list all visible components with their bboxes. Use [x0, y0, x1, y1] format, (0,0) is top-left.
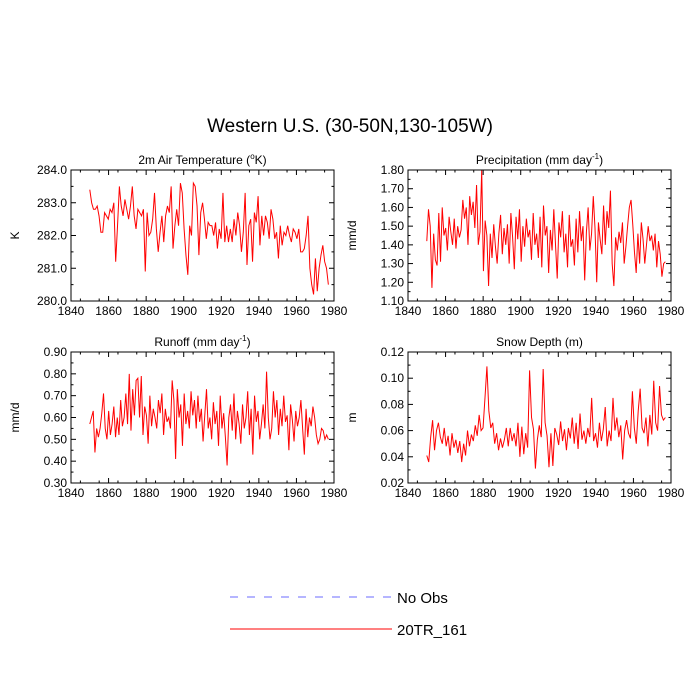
legend-item: 20TR_161	[230, 622, 467, 639]
legend-label: No Obs	[397, 590, 448, 607]
x-tick-label: 1880	[133, 486, 160, 500]
x-tick-label: 1980	[321, 304, 348, 318]
x-tick-label: 1960	[620, 486, 647, 500]
y-tick-label: 281.0	[37, 261, 67, 275]
x-tick-label: 1960	[283, 304, 310, 318]
x-tick-label: 1960	[283, 486, 310, 500]
x-tick-label: 1880	[470, 486, 497, 500]
panel-title-tail: )	[599, 153, 603, 167]
x-tick-label: 1920	[545, 486, 572, 500]
y-tick-label: 0.70	[44, 389, 68, 403]
x-tick-label: 1980	[321, 486, 348, 500]
x-tick-label: 1900	[507, 486, 534, 500]
x-tick-label: 1860	[95, 486, 122, 500]
figure-title: Western U.S. (30-50N,130-105W)	[207, 116, 493, 137]
panel-title: Precipitation (mm day-1)	[476, 152, 603, 167]
x-tick-label: 1860	[432, 304, 459, 318]
y-tick-label: 0.04	[381, 450, 405, 464]
panel-title-text: 2m Air Temperature (	[138, 153, 250, 167]
plot-frame	[70, 351, 335, 484]
panel-title: 2m Air Temperature (oK)	[138, 152, 266, 167]
x-tick-label: 1920	[208, 486, 235, 500]
y-tick-label: 1.10	[381, 294, 405, 308]
panel-title-tail: )	[247, 335, 251, 349]
legend: No Obs 20TR_161	[230, 590, 467, 639]
x-tick-label: 1900	[170, 304, 197, 318]
y-axis-label: mm/d	[8, 403, 22, 433]
panel-title-text: Precipitation (mm day	[476, 153, 592, 167]
y-tick-label: 282.0	[37, 229, 67, 243]
y-tick-label: 283.0	[37, 196, 67, 210]
panel-title: Snow Depth (m)	[496, 335, 583, 349]
plot-frame	[407, 351, 672, 484]
panel-title: Runoff (mm day-1)	[154, 334, 250, 349]
series-line	[426, 169, 666, 288]
x-tick-label: 1840	[58, 304, 85, 318]
y-axis-label: m	[345, 413, 359, 423]
y-tick-label: 280.0	[37, 294, 67, 308]
y-tick-label: 284.0	[37, 163, 67, 177]
y-tick-label: 0.30	[44, 476, 68, 490]
series-line	[426, 366, 666, 469]
panel-title-superscript: o	[250, 152, 255, 161]
y-tick-label: 0.80	[44, 367, 68, 381]
y-tick-label: 1.30	[381, 257, 405, 271]
y-tick-label: 0.60	[44, 411, 68, 425]
y-tick-label: 1.70	[381, 182, 405, 196]
panel-title-tail: K)	[255, 153, 267, 167]
x-tick-label: 1860	[432, 486, 459, 500]
y-tick-label: 1.80	[381, 163, 405, 177]
y-axis-label: K	[8, 231, 22, 239]
series-line	[89, 371, 329, 466]
y-tick-label: 1.50	[381, 219, 405, 233]
x-tick-label: 1980	[658, 304, 685, 318]
x-tick-label: 1940	[246, 486, 273, 500]
y-tick-label: 1.40	[381, 238, 405, 252]
x-tick-label: 1880	[470, 304, 497, 318]
series-line	[89, 181, 329, 295]
x-tick-label: 1900	[170, 486, 197, 500]
y-tick-label: 1.20	[381, 275, 405, 289]
y-tick-label: 0.06	[381, 424, 405, 438]
plot-frame	[70, 169, 335, 302]
x-tick-label: 1840	[395, 486, 422, 500]
y-axis-label: mm/d	[345, 221, 359, 251]
panel-title-text: Runoff (mm day	[154, 335, 239, 349]
x-tick-label: 1920	[545, 304, 572, 318]
panel-title-superscript: -1	[592, 152, 600, 161]
y-tick-label: 1.60	[381, 200, 405, 214]
y-tick-label: 0.10	[381, 371, 405, 385]
x-tick-label: 1940	[246, 304, 273, 318]
x-tick-label: 1860	[95, 304, 122, 318]
x-tick-label: 1900	[507, 304, 534, 318]
panel-1: 2m Air Temperature (oK) 1840 1860 1880 1900 1…	[8, 152, 348, 318]
y-tick-label: 0.90	[44, 345, 68, 359]
panel-2: Precipitation (mm day-1) 1840 1860 1880 1900…	[345, 152, 685, 318]
panel-title-text: Snow Depth (m)	[496, 335, 583, 349]
y-tick-label: 0.02	[381, 476, 405, 490]
panel-3: Runoff (mm day-1) 1840 1860 1880 1900 1920 194…	[8, 334, 348, 500]
panel-4: Snow Depth (m) 1840 1860 1880 1900 1920 1940 19…	[345, 335, 685, 500]
x-tick-label: 1840	[58, 486, 85, 500]
x-tick-label: 1940	[583, 304, 610, 318]
x-tick-label: 1880	[133, 304, 160, 318]
x-tick-label: 1940	[583, 486, 610, 500]
y-tick-label: 0.40	[44, 454, 68, 468]
y-tick-label: 0.50	[44, 432, 68, 446]
y-tick-label: 0.12	[381, 345, 405, 359]
plot-frame	[407, 169, 672, 302]
y-tick-label: 0.08	[381, 397, 405, 411]
x-tick-label: 1980	[658, 486, 685, 500]
x-tick-label: 1840	[395, 304, 422, 318]
panel-title-superscript: -1	[240, 334, 248, 343]
x-tick-label: 1960	[620, 304, 647, 318]
x-tick-label: 1920	[208, 304, 235, 318]
legend-item: No Obs	[230, 590, 448, 607]
legend-label: 20TR_161	[397, 622, 467, 639]
